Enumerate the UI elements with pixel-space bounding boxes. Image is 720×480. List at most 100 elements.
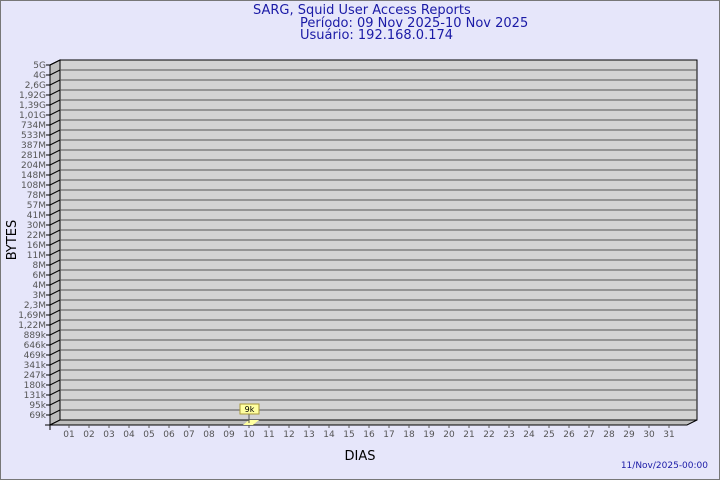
y-tick-label: 6M [33, 271, 47, 281]
y-axis-label: BYTES [5, 220, 20, 261]
chart-period: Período: 09 Nov 2025-10 Nov 2025 [300, 16, 529, 31]
x-tick-label: 10 [243, 430, 255, 440]
x-tick-label: 16 [363, 430, 375, 440]
x-tick-label: 22 [483, 430, 494, 440]
y-tick-label: 4M [33, 281, 47, 291]
y-tick-label: 2,3M [24, 301, 46, 311]
y-grid-diagonal [49, 299, 61, 306]
chart-user: Usuário: 192.168.0.174 [300, 28, 454, 43]
x-tick-label: 29 [623, 430, 635, 440]
x-axis-label: DIAS [345, 449, 376, 464]
y-grid-diagonal [49, 169, 61, 176]
y-grid-diagonal [49, 69, 61, 76]
x-tick-label: 19 [423, 430, 435, 440]
y-tick-label: 95k [29, 401, 46, 411]
y-tick-label: 180k [24, 381, 47, 391]
y-tick-label: 734M [21, 121, 46, 131]
y-grid-diagonal [49, 59, 61, 66]
y-tick-label: 247k [24, 371, 47, 381]
y-grid-diagonal [49, 359, 61, 366]
x-tick-label: 04 [123, 430, 135, 440]
x-tick-label: 14 [323, 430, 335, 440]
y-tick-label: 1,01G [19, 111, 46, 121]
y-grid-diagonal [49, 139, 61, 146]
y-tick-label: 108M [21, 181, 46, 191]
y-grid-diagonal [49, 329, 61, 336]
y-grid-diagonal [49, 259, 61, 266]
y-grid-diagonal [49, 239, 61, 246]
y-grid-diagonal [49, 369, 61, 376]
x-tick-label: 15 [343, 430, 354, 440]
x-tick-label: 09 [223, 430, 235, 440]
y-tick-label: 1,22M [18, 321, 46, 331]
y-tick-label: 4G [33, 71, 46, 81]
y-tick-label: 131k [24, 391, 47, 401]
x-tick-label: 01 [63, 430, 74, 440]
y-grid-diagonal [49, 389, 61, 396]
y-tick-label: 469k [24, 351, 47, 361]
x-tick-label: 21 [463, 430, 474, 440]
y-grid-diagonal [49, 159, 61, 166]
y-tick-label: 5G [33, 61, 46, 71]
y-tick-label: 3M [33, 291, 47, 301]
x-tick-label: 07 [183, 430, 194, 440]
y-grid-diagonal [49, 249, 61, 256]
y-grid-diagonal [49, 279, 61, 286]
y-grid-diagonal [49, 129, 61, 136]
y-tick-label: 148M [21, 171, 46, 181]
y-grid-diagonal [49, 269, 61, 276]
y-tick-label: 1,39G [19, 101, 46, 111]
x-tick-label: 26 [563, 430, 575, 440]
data-label-box [239, 403, 260, 415]
y-tick-label: 1,69M [18, 311, 46, 321]
x-tick-label: 13 [303, 430, 314, 440]
y-grid-diagonal [49, 109, 61, 116]
chart-title: SARG, Squid User Access Reports [253, 3, 471, 18]
y-grid-diagonal [49, 209, 61, 216]
y-grid-diagonal [49, 79, 61, 86]
x-tick-label: 31 [663, 430, 674, 440]
y-tick-label: 30M [27, 221, 46, 231]
x-tick-label: 06 [163, 430, 175, 440]
bar-day-10 [243, 420, 259, 425]
x-tick-label: 24 [523, 430, 535, 440]
y-tick-label: 57M [27, 201, 46, 211]
y-grid-diagonal [49, 119, 61, 126]
timestamp: 11/Nov/2025-00:00 [620, 461, 708, 471]
y-grid-diagonal [49, 399, 61, 406]
y-grid-diagonal [49, 149, 61, 156]
y-grid-diagonal [49, 219, 61, 226]
data-label: 9k [245, 405, 255, 414]
y-grid-diagonal [49, 319, 61, 326]
x-tick-label: 08 [203, 430, 215, 440]
y-tick-label: 341k [24, 361, 47, 371]
y-grid-diagonal [49, 379, 61, 386]
x-tick-label: 05 [143, 430, 154, 440]
y-grid-diagonal [49, 289, 61, 296]
y-tick-label: 16M [27, 241, 46, 251]
x-tick-label: 17 [383, 430, 394, 440]
y-tick-label: 22M [27, 231, 46, 241]
y-tick-label: 889k [24, 331, 47, 341]
x-tick-label: 03 [103, 430, 114, 440]
y-tick-label: 281M [21, 151, 46, 161]
y-grid-diagonal [49, 89, 61, 96]
y-grid-diagonal [49, 349, 61, 356]
y-tick-label: 8M [33, 261, 47, 271]
y-tick-label: 11M [27, 251, 46, 261]
y-grid-diagonal [49, 229, 61, 236]
x-tick-label: 12 [283, 430, 294, 440]
y-grid-diagonal [49, 199, 61, 206]
y-grid-diagonal [49, 309, 61, 316]
y-grid-diagonal [49, 179, 61, 186]
x-tick-label: 20 [443, 430, 455, 440]
y-grid-diagonal [49, 339, 61, 346]
y-tick-label: 646k [24, 341, 47, 351]
y-tick-label: 1,92G [19, 91, 46, 101]
y-tick-label: 69k [29, 411, 46, 421]
floor [49, 419, 698, 426]
x-tick-label: 30 [643, 430, 655, 440]
x-tick-label: 28 [603, 430, 615, 440]
x-tick-label: 23 [503, 430, 514, 440]
x-tick-label: 11 [263, 430, 274, 440]
